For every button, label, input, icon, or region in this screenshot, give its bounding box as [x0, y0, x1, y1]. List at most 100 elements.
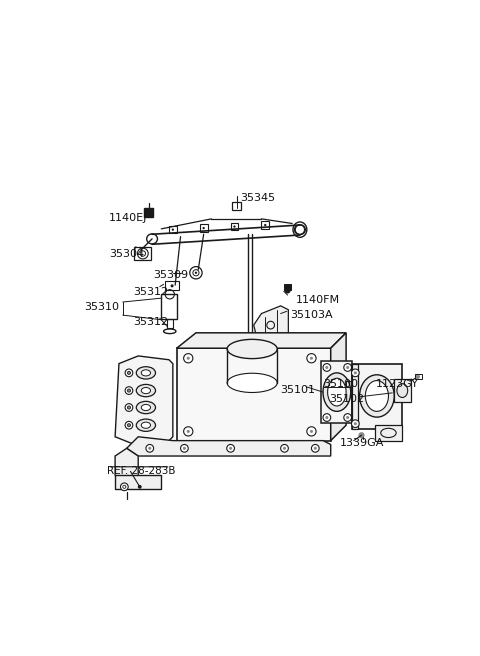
Text: 35100: 35100: [323, 379, 358, 389]
Circle shape: [325, 416, 328, 419]
Circle shape: [146, 445, 154, 452]
Circle shape: [346, 416, 349, 419]
Bar: [200, 224, 207, 232]
Text: 1140FM: 1140FM: [296, 295, 340, 305]
Circle shape: [138, 485, 142, 489]
Circle shape: [325, 366, 328, 369]
Circle shape: [127, 389, 131, 392]
Bar: [230, 222, 238, 230]
Bar: [394, 379, 411, 402]
Ellipse shape: [397, 384, 408, 398]
Bar: [352, 363, 402, 429]
Circle shape: [187, 430, 190, 433]
Ellipse shape: [323, 373, 351, 411]
Circle shape: [127, 424, 131, 427]
Text: 35103A: 35103A: [291, 310, 333, 319]
Ellipse shape: [136, 384, 156, 397]
Circle shape: [183, 447, 186, 450]
Bar: [232, 202, 241, 210]
Bar: [167, 319, 173, 328]
Circle shape: [415, 375, 420, 379]
Circle shape: [283, 447, 286, 450]
Ellipse shape: [136, 419, 156, 432]
Text: 35309: 35309: [154, 270, 189, 281]
Circle shape: [310, 430, 313, 433]
Ellipse shape: [136, 401, 156, 414]
Ellipse shape: [227, 339, 277, 359]
Bar: [134, 247, 151, 260]
Circle shape: [359, 432, 365, 438]
Text: 1140EJ: 1140EJ: [109, 213, 147, 224]
Circle shape: [344, 414, 351, 421]
Circle shape: [285, 287, 291, 293]
Circle shape: [227, 445, 234, 452]
Polygon shape: [115, 356, 173, 445]
Bar: [165, 281, 179, 291]
Ellipse shape: [141, 388, 151, 394]
Text: 35345: 35345: [240, 193, 275, 203]
Text: 35304: 35304: [109, 249, 144, 259]
Circle shape: [140, 251, 145, 256]
Circle shape: [170, 284, 174, 287]
Circle shape: [351, 369, 359, 377]
Circle shape: [125, 369, 133, 377]
Circle shape: [125, 387, 133, 394]
Circle shape: [351, 420, 359, 428]
Polygon shape: [127, 437, 331, 456]
Ellipse shape: [360, 375, 394, 417]
Text: 35102: 35102: [329, 394, 364, 404]
Text: 1339GA: 1339GA: [340, 438, 384, 448]
Circle shape: [307, 427, 316, 436]
Circle shape: [312, 445, 319, 452]
Ellipse shape: [141, 370, 151, 376]
Bar: [169, 226, 177, 234]
Circle shape: [344, 363, 351, 371]
Text: 1123GY: 1123GY: [375, 379, 419, 389]
Circle shape: [195, 272, 197, 274]
Circle shape: [310, 357, 313, 359]
Circle shape: [354, 371, 357, 375]
Bar: [115, 475, 161, 489]
Circle shape: [229, 447, 232, 450]
Circle shape: [120, 483, 128, 491]
Circle shape: [323, 363, 331, 371]
Text: 35310: 35310: [84, 302, 120, 312]
Bar: [352, 363, 359, 429]
Circle shape: [125, 421, 133, 429]
Text: 35101: 35101: [281, 385, 316, 395]
Ellipse shape: [328, 379, 346, 406]
Circle shape: [281, 445, 288, 452]
Circle shape: [233, 226, 236, 228]
Circle shape: [307, 354, 316, 363]
Bar: [144, 208, 153, 217]
Circle shape: [354, 422, 357, 425]
Circle shape: [148, 447, 151, 450]
Circle shape: [264, 224, 266, 226]
Circle shape: [127, 406, 131, 409]
Ellipse shape: [365, 380, 388, 411]
Circle shape: [346, 366, 349, 369]
Circle shape: [187, 357, 190, 359]
Bar: [415, 375, 421, 379]
Bar: [177, 348, 331, 441]
Circle shape: [323, 414, 331, 421]
Text: 35312: 35312: [133, 287, 168, 297]
Polygon shape: [177, 333, 346, 348]
Bar: [262, 221, 269, 229]
Polygon shape: [331, 333, 346, 441]
Circle shape: [314, 447, 317, 450]
Text: 35312: 35312: [133, 318, 168, 327]
Circle shape: [180, 445, 188, 452]
Circle shape: [184, 427, 193, 436]
Circle shape: [127, 371, 131, 375]
Polygon shape: [115, 448, 138, 483]
Ellipse shape: [136, 367, 156, 379]
Ellipse shape: [141, 422, 151, 428]
Circle shape: [172, 228, 174, 231]
Text: REF. 28-283B: REF. 28-283B: [108, 466, 176, 476]
Ellipse shape: [141, 405, 151, 411]
Bar: [322, 361, 352, 423]
Circle shape: [125, 403, 133, 411]
Circle shape: [184, 354, 193, 363]
Bar: [284, 284, 291, 291]
